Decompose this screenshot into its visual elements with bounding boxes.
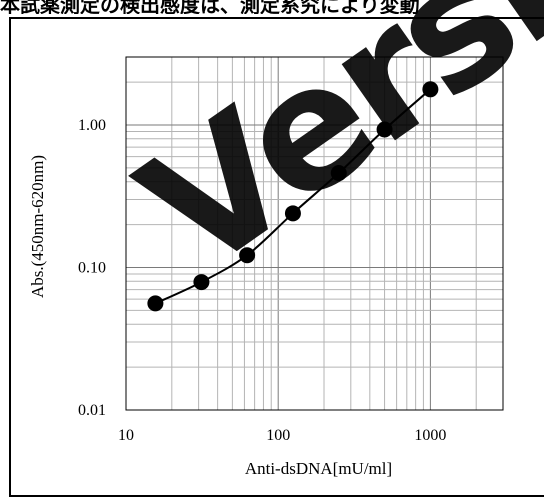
data-point: [422, 81, 439, 98]
data-point: [239, 247, 256, 264]
y-axis-title: Abs.(450nm-620nm): [28, 155, 47, 298]
x-tick-label: 1000: [414, 427, 446, 444]
chart: 10 100 1000 0.01 0.10 1.00 Anti-dsDNA[mU/ml] Ab…: [28, 56, 504, 478]
plot-area: [126, 57, 503, 410]
x-tick-label: 100: [266, 427, 290, 444]
x-axis-title: Anti-dsDNA[mU/ml]: [245, 459, 392, 478]
data-point: [147, 295, 164, 312]
data-point: [330, 165, 347, 182]
data-point: [193, 274, 210, 291]
data-point: [376, 121, 393, 138]
y-tick-label: 0.01: [78, 402, 106, 419]
x-tick-label: 10: [118, 427, 134, 444]
y-tick-label: 0.10: [78, 259, 106, 276]
data-point: [284, 205, 301, 222]
plot-border: [125, 56, 504, 411]
y-tick-label: 1.00: [78, 117, 106, 134]
caption-text: 本試薬測定の検出感度は、測定系究により変動: [0, 0, 544, 14]
caption-label: 本試薬測定の検出感度は、測定系究により変動: [0, 0, 420, 14]
